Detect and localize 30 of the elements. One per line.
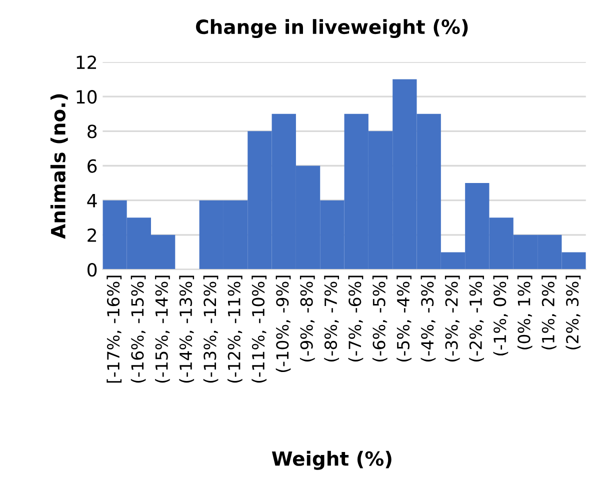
y-tick-label: 0 <box>88 262 97 277</box>
x-axis-title: Weight (%) <box>272 450 392 470</box>
y-tick-label: 4 <box>87 194 97 208</box>
y-tick-label: 2 <box>88 228 96 242</box>
y-tick-label: 8 <box>88 124 97 138</box>
x-tick-label: (-15%, -14%] <box>155 276 170 383</box>
x-tick-label: (-2%, -1%] <box>469 276 484 362</box>
x-tick-label: (-13%, -12%] <box>203 276 218 383</box>
x-tick-label: (-1%, 0%] <box>493 276 508 356</box>
x-tick-label: (1%, 2%] <box>542 276 556 350</box>
x-tick-label: (-12%, -11%] <box>227 276 242 383</box>
x-tick-label: [-17%, -16%] <box>106 276 122 383</box>
x-tick-label: (-10%, -9%] <box>276 276 291 372</box>
y-axis-title: Animals (no.) <box>50 94 68 239</box>
chart-title: Change in liveweight (%) <box>196 19 468 38</box>
x-tick-label: (-3%, -2%] <box>444 276 460 362</box>
x-tick-label: (-8%, -7%] <box>324 276 339 362</box>
x-tick-label: (-4%, -3%] <box>420 276 436 362</box>
x-tick-label: (-6%, -5%] <box>372 276 388 362</box>
x-tick-label: (2%, 3%] <box>566 276 581 350</box>
x-tick-label: (-16%, -15%] <box>130 276 146 383</box>
x-tick-label: (-7%, -6%] <box>348 276 364 362</box>
x-tick-label: (-14%, -13%] <box>179 276 194 383</box>
x-tick-label: (-11%, -10%] <box>252 276 267 383</box>
x-tick-label: (-5%, -4%] <box>396 276 412 362</box>
y-tick-label: 10 <box>76 90 97 104</box>
y-tick-label: 12 <box>76 55 96 69</box>
y-tick-label: 6 <box>88 159 97 173</box>
x-tick-label: (0%, 1%] <box>517 276 532 350</box>
x-tick-label: (-9%, -8%] <box>300 276 315 362</box>
